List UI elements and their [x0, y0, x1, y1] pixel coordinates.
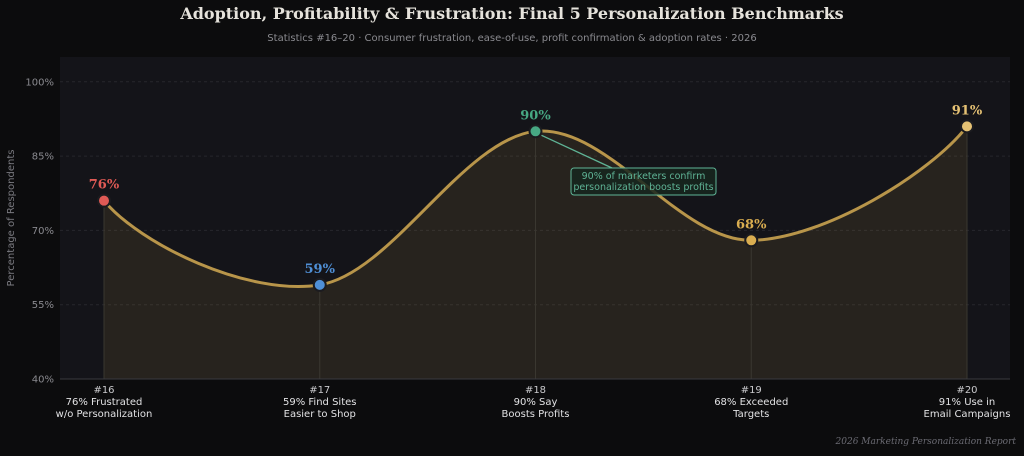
annotation-connector [541, 134, 613, 169]
x-tick-label: Email Campaigns [924, 409, 1011, 420]
data-label: 59% [305, 262, 336, 277]
annotation-box [570, 167, 717, 196]
data-label: 91% [952, 103, 983, 118]
data-point [960, 119, 974, 134]
y-axis-label: Percentage of Respondents [6, 150, 17, 287]
x-tick-label: #19 [741, 385, 762, 396]
x-tick-label: Boosts Profits [502, 409, 570, 420]
x-tick-label: #17 [309, 385, 330, 396]
data-point [97, 193, 111, 208]
x-tick-label: 91% Use in [939, 397, 995, 408]
data-label: 90% [520, 108, 551, 123]
data-point [312, 277, 327, 292]
x-tick-label: Easier to Shop [284, 409, 356, 420]
data-label: 76% [89, 178, 120, 193]
chart-subtitle: Statistics #16–20 · Consumer frustration… [267, 33, 757, 44]
x-tick-label: #18 [525, 385, 546, 396]
data-label: 68% [736, 217, 767, 232]
x-tick-label: Targets [732, 409, 769, 420]
x-tick-label: 68% Exceeded [714, 397, 788, 408]
chart-title: Adoption, Profitability & Frustration: F… [180, 4, 844, 23]
x-tick-label: #20 [956, 385, 977, 396]
data-point [528, 124, 543, 139]
x-tick-label: 90% Say [514, 397, 558, 408]
y-tick-label: 40% [32, 375, 54, 386]
annotation-text: personalization boosts profits [573, 182, 713, 193]
y-tick-label: 70% [32, 226, 54, 237]
y-tick-label: 55% [32, 300, 54, 311]
source-footnote: 2026 Marketing Personalization Report [835, 437, 1016, 447]
annotation-text: 90% of marketers confirm [582, 171, 706, 182]
x-tick-label: w/o Personalization [56, 409, 153, 420]
x-tick-label: #16 [93, 385, 114, 396]
y-tick-label: 100% [25, 77, 54, 88]
x-tick-label: 76% Frustrated [66, 397, 143, 408]
x-tick-label: 59% Find Sites [283, 397, 356, 408]
data-point [744, 233, 759, 248]
y-tick-label: 85% [32, 152, 54, 163]
